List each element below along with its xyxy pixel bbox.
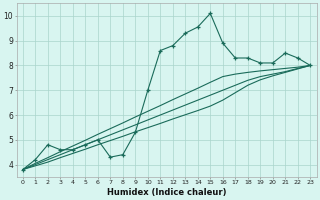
X-axis label: Humidex (Indice chaleur): Humidex (Indice chaleur) — [107, 188, 226, 197]
